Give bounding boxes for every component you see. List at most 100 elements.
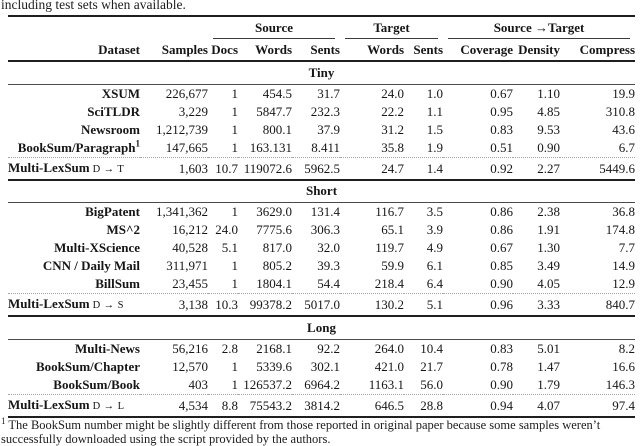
table-cell: 306.3 [310, 222, 340, 237]
column-header-density: Density [513, 39, 561, 62]
column-header-row: Dataset Samples Docs Words Sents Words S… [8, 39, 636, 62]
dataset-name-text: Multi-News [75, 340, 140, 356]
table-cell: 5962.5 [292, 156, 340, 180]
dataset-name-text: CNN / Daily Mail [42, 258, 140, 273]
table-cell: 24.7 [340, 156, 404, 180]
table-cell: 59.9 [381, 258, 404, 273]
table-cell: 10.7 [208, 156, 238, 180]
table-cell: 302.1 [310, 358, 340, 374]
table-cell: 56,216 [172, 340, 208, 356]
dataset-name: Multi-XScience [8, 239, 140, 257]
table-cell: 0.86 [490, 222, 514, 237]
table-cell: 1 [231, 376, 239, 392]
table-cell: 8.411 [311, 139, 340, 155]
group-header-source-target: Source →Target [448, 20, 631, 39]
table-cell: 264.0 [374, 340, 404, 356]
table-cell: 1.1 [426, 103, 444, 119]
table-cell: 174.8 [605, 222, 636, 237]
dataset-name: BookSum/Paragraph1 [8, 139, 140, 158]
table-cell: 646.5 [340, 393, 404, 417]
table-cell: 421.0 [374, 358, 404, 374]
column-header-dataset: Dataset [8, 39, 140, 62]
column-header-tgt-words: Words [340, 39, 404, 62]
table-cell: 4,534 [140, 393, 208, 417]
table-cell: 0.78 [490, 358, 514, 374]
table-cell: 8.2 [618, 340, 636, 356]
table-cell: 226,677 [165, 85, 208, 101]
table-cell: 7775.6 [256, 222, 292, 237]
table-cell: 6964.2 [304, 376, 340, 392]
table-cell: 163.131 [249, 139, 292, 155]
table-cell: 5449.6 [560, 156, 636, 180]
table-row: XSUM 226,677 1 454.5 31.7 24.0 1.0 0.67 1.10 19.9 [8, 84, 635, 103]
table-cell: 1.10 [537, 85, 561, 101]
table-cell: 56.0 [420, 376, 444, 392]
summary-row: Multi-LexSum D → S 3,138 10.3 99378.2 5017.0… [8, 293, 636, 316]
table-cell: 16,212 [172, 222, 208, 237]
column-header-tgt-sents: Sents [404, 39, 444, 62]
dataset-name: BookSum/Book [8, 376, 140, 395]
column-header-docs: Docs [208, 39, 238, 62]
table-cell: 0.83 [490, 340, 514, 356]
dataset-name-text: BigPatent [85, 204, 140, 219]
table-cell: 310.8 [605, 103, 636, 119]
dataset-name-text: Multi-LexSum [8, 159, 90, 175]
table-cell: 35.8 [381, 139, 404, 155]
dataset-name-text: Multi-LexSum [8, 396, 90, 412]
section-row-short: Short [8, 178, 636, 203]
table-cell: 116.7 [375, 204, 404, 219]
table-row: BookSum/Book 403 1 126537.2 6964.2 1163.1 56.0… [8, 376, 635, 395]
table-cell: 1804.1 [256, 276, 292, 291]
table-cell: 2.38 [537, 204, 561, 219]
table-cell: 6.4 [426, 276, 444, 291]
table-cell: 3.5 [426, 204, 444, 219]
table-cell: 32.0 [317, 240, 340, 255]
table-cell: 1 [231, 276, 239, 291]
table-cell: 1.5 [426, 121, 444, 137]
table-cell: 9.53 [537, 121, 561, 137]
group-header-row: Source Target Source →Target [8, 16, 635, 39]
table-cell: 12.9 [612, 276, 636, 291]
table-cell: 0.85 [490, 258, 514, 273]
table-cell: 817.0 [262, 240, 292, 255]
dataset-name: SciTLDR [8, 103, 140, 121]
table-row: BillSum 23,455 1 1804.1 54.4 218.4 6.4 0.90 4.05… [8, 275, 635, 294]
section-label: Long [8, 315, 636, 340]
table-row: BigPatent 1,341,362 1 3629.0 131.4 116.7 3.5 0.… [8, 203, 635, 222]
table-cell: 99378.2 [238, 293, 292, 316]
table-cell: 1,212,739 [156, 121, 208, 137]
table-cell: 0.86 [490, 204, 514, 219]
table-cell: 1.79 [537, 376, 561, 392]
table-cell: 0.83 [490, 121, 514, 137]
table-cell: 3.33 [513, 293, 561, 316]
column-header-src-sents: Sents [292, 39, 340, 62]
table-cell: 40,528 [172, 240, 208, 255]
dataset-name-text: Newsroom [81, 121, 140, 137]
dataset-name-text: Multi-LexSum [8, 296, 90, 311]
table-cell: 24.0 [215, 222, 238, 237]
table-cell: 5.1 [404, 293, 444, 316]
section-row-long: Long [8, 315, 636, 340]
table-cell: 1.30 [537, 240, 561, 255]
table-cell: 16.6 [612, 358, 636, 374]
summary-row: Multi-LexSum D → T 1,603 10.7 119072.6 5962.… [8, 156, 636, 180]
table-cell: 1 [231, 103, 239, 119]
table-cell: 39.3 [317, 258, 340, 273]
table-cell: 1,341,362 [156, 204, 208, 219]
column-header-src-words: Words [238, 39, 292, 62]
table-cell: 119.7 [375, 240, 404, 255]
table-cell: 0.96 [443, 293, 514, 316]
table-cell: 5017.0 [292, 293, 340, 316]
summary-scope-label: D → S [89, 300, 124, 311]
table-cell: 21.7 [420, 358, 444, 374]
dataset-name: MS^2 [8, 221, 140, 239]
table-cell: 3814.2 [292, 393, 340, 417]
table-cell: 14.9 [612, 258, 636, 273]
table-row: BookSum/Paragraph1 147,665 1 163.131 8.411 35… [8, 139, 635, 158]
table-cell: 7.7 [618, 240, 636, 255]
table-cell: 1,603 [140, 156, 208, 180]
table-cell: 0.92 [443, 156, 514, 180]
dataset-name-text: BookSum/Chapter [35, 358, 140, 374]
table-cell: 1163.1 [368, 376, 404, 392]
group-header-source-cell: Source [208, 16, 340, 39]
